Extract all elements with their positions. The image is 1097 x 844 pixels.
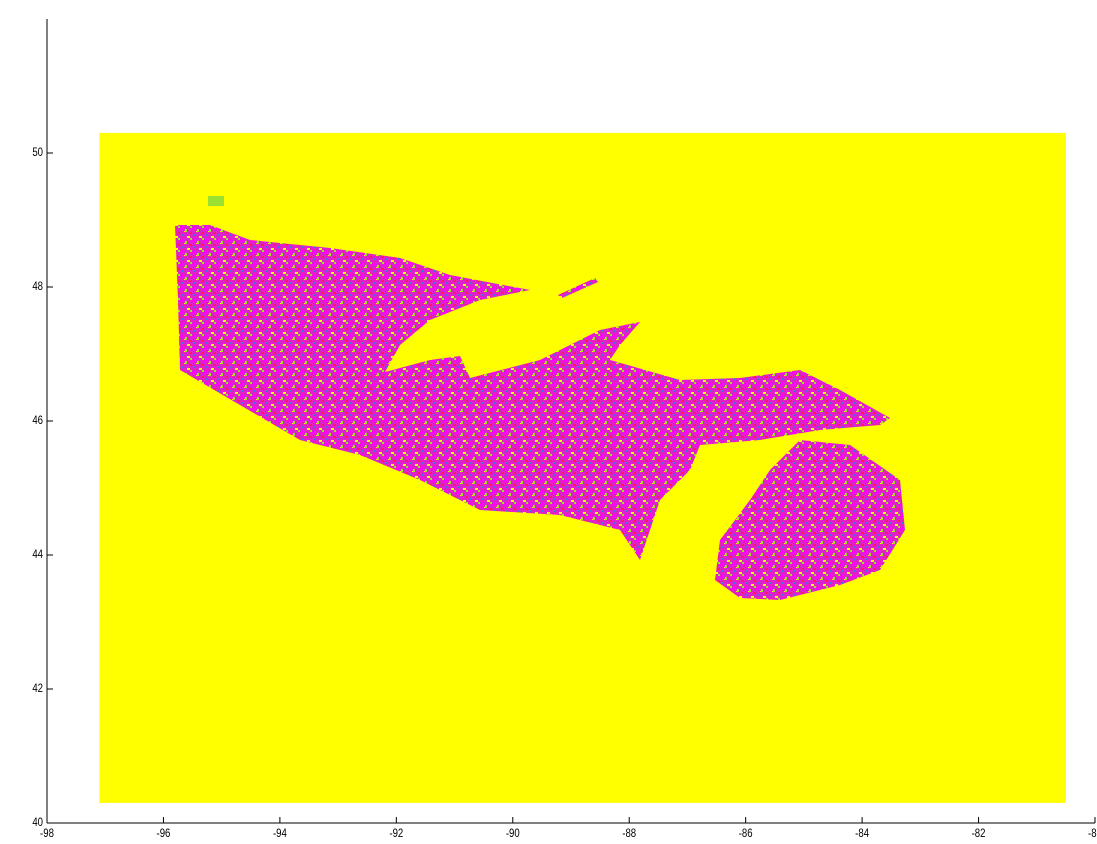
x-tick-label: -88 bbox=[622, 827, 636, 840]
x-tick-label: -98 bbox=[40, 827, 54, 840]
x-tick-label: -92 bbox=[389, 827, 403, 840]
y-tick-label: 48 bbox=[32, 280, 43, 293]
x-tick-label: -90 bbox=[506, 827, 520, 840]
x-tick-label: -94 bbox=[273, 827, 287, 840]
x-tick-label: -84 bbox=[855, 827, 869, 840]
x-tick-label: -82 bbox=[972, 827, 986, 840]
y-tick-label: 50 bbox=[32, 146, 43, 159]
x-tick-label: -96 bbox=[157, 827, 171, 840]
y-tick-label: 42 bbox=[32, 682, 43, 695]
x-tick-label: -86 bbox=[739, 827, 753, 840]
y-tick-label: 46 bbox=[32, 414, 43, 427]
land-region bbox=[208, 196, 224, 206]
x-tick-label: -80 bbox=[1088, 827, 1097, 840]
y-tick-label: 44 bbox=[32, 548, 43, 561]
chart: 404244464850-98-96-94-92-90-88-86-84-82-… bbox=[0, 0, 1097, 844]
